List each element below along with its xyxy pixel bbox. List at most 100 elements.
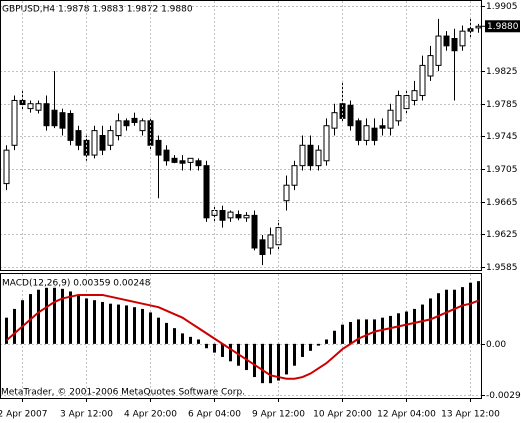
- histogram-bar: [453, 289, 456, 344]
- candle-body: [251, 214, 258, 249]
- histogram-bar: [5, 317, 8, 344]
- chart-title: GBPUSD,H4 1.9878 1.9883 1.9872 1.9880: [2, 5, 193, 15]
- last-price-box: [485, 20, 520, 33]
- candle-body: [163, 149, 170, 162]
- candle-body: [331, 112, 338, 129]
- histogram-bar: [101, 301, 104, 344]
- histogram-bar: [229, 343, 232, 362]
- candle-body: [35, 103, 42, 111]
- title-bg: [0, 277, 142, 288]
- histogram-bar: [357, 319, 360, 344]
- histogram-bar: [341, 324, 344, 344]
- histogram-bar: [285, 343, 288, 375]
- histogram-bar: [181, 333, 184, 344]
- histogram-bar: [165, 322, 168, 344]
- candle-body: [11, 99, 18, 146]
- y-tick-label: 0.00: [486, 340, 506, 350]
- histogram-bar: [133, 307, 136, 344]
- x-tick-label: 13 Apr 12:00: [441, 410, 500, 420]
- candle-body: [323, 125, 330, 162]
- histogram-bar: [85, 298, 88, 344]
- histogram-bar: [397, 313, 400, 344]
- y-tick-label: -0.00295: [486, 391, 521, 401]
- candle-body: [347, 104, 354, 127]
- candle-body: [91, 130, 98, 156]
- histogram-bar: [61, 288, 64, 344]
- candle-body: [203, 165, 210, 219]
- histogram-bar: [461, 287, 464, 344]
- histogram-bar: [405, 311, 408, 344]
- candle-body: [67, 112, 74, 141]
- candle-body: [131, 117, 138, 123]
- candle-body: [75, 130, 82, 146]
- candle-body: [315, 149, 322, 167]
- histogram-bar: [469, 282, 472, 344]
- candle-body: [427, 55, 434, 77]
- histogram-bar: [245, 343, 248, 371]
- candle-body: [371, 127, 378, 141]
- x-tick-label: 2 Apr 2007: [0, 410, 47, 420]
- candle-body: [395, 95, 402, 122]
- histogram-bar: [421, 304, 424, 344]
- y-tick-label: 1.9705: [486, 165, 518, 175]
- candle-body: [243, 214, 250, 219]
- candle-body: [195, 160, 202, 167]
- histogram-bar: [253, 343, 256, 378]
- histogram-bar: [477, 281, 480, 344]
- histogram-bar: [93, 300, 96, 344]
- histogram-bar: [69, 291, 72, 344]
- histogram-bar: [205, 343, 208, 349]
- histogram-bar: [365, 319, 368, 344]
- histogram-bar: [109, 303, 112, 344]
- candle-body: [27, 103, 34, 110]
- candle-body: [115, 120, 122, 136]
- candle-body: [451, 37, 458, 52]
- x-tick-label: 10 Apr 20:00: [313, 410, 372, 420]
- candle-body: [307, 144, 314, 167]
- histogram-bar: [293, 343, 296, 366]
- candle-body: [435, 35, 442, 66]
- candle-body: [299, 144, 306, 167]
- histogram-bar: [37, 289, 40, 344]
- y-tick-label: 1.9825: [486, 67, 518, 77]
- candle-body: [227, 211, 234, 219]
- candle-body: [179, 160, 186, 164]
- candle-body: [123, 120, 130, 127]
- histogram-bar: [317, 343, 320, 346]
- candle-body: [411, 90, 418, 101]
- y-tick-label: 1.9785: [486, 100, 518, 110]
- histogram-bar: [53, 286, 56, 344]
- candle-body: [51, 109, 58, 127]
- histogram-bar: [325, 339, 328, 344]
- candle-body: [267, 234, 274, 249]
- y-tick-label: 1.9665: [486, 198, 518, 208]
- histogram-bar: [269, 343, 272, 384]
- y-tick-label: 1.9585: [486, 263, 518, 273]
- histogram-bar: [437, 293, 440, 344]
- candle-body: [283, 184, 290, 202]
- candle-body: [459, 30, 466, 47]
- candle-body: [219, 209, 226, 221]
- signal-line: [5, 293, 479, 380]
- last-price-label: 1.9880: [487, 22, 519, 32]
- candle-body: [275, 227, 282, 246]
- x-tick-label: 3 Apr 12:00: [60, 410, 113, 420]
- histogram-bar: [197, 339, 200, 344]
- histogram-bar: [261, 343, 264, 384]
- candle-body: [155, 139, 162, 156]
- candle-body: [171, 157, 178, 163]
- candle-body: [235, 214, 242, 219]
- candle-body: [419, 64, 426, 97]
- x-tick-label: 6 Apr 04:00: [188, 410, 241, 420]
- x-tick-label: 12 Apr 04:00: [377, 410, 436, 420]
- y-tick-label: 1.9625: [486, 230, 518, 240]
- footer: MetaTrader, © 2001-2006 MetaQuotes Softw…: [1, 388, 245, 398]
- histogram-bar: [21, 300, 24, 344]
- histogram-bar: [221, 343, 224, 357]
- panel-border: [0, 0, 482, 271]
- histogram-bar: [173, 328, 176, 344]
- histogram-bar: [213, 343, 216, 353]
- chart-title: MACD(12,26,9) 0.00359 0.00248: [2, 279, 151, 289]
- histogram-bar: [157, 317, 160, 344]
